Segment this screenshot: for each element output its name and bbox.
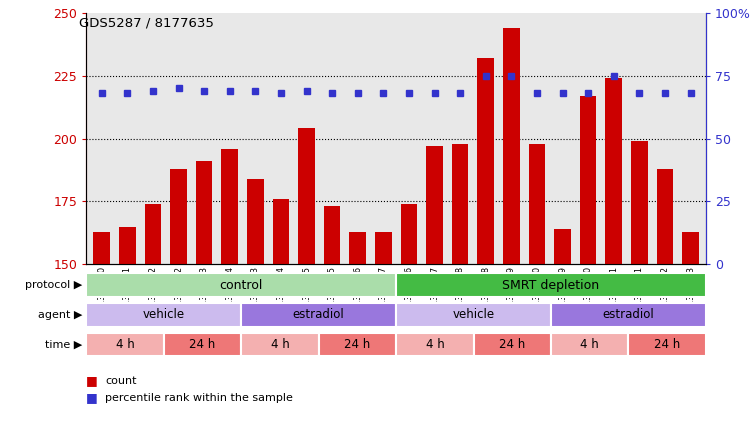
- Bar: [580, 96, 596, 264]
- Bar: [241, 303, 397, 327]
- Bar: [222, 148, 238, 264]
- Text: 4 h: 4 h: [270, 338, 289, 351]
- Bar: [119, 227, 136, 264]
- Bar: [349, 232, 366, 264]
- Bar: [241, 332, 318, 356]
- Bar: [397, 303, 551, 327]
- Bar: [93, 232, 110, 264]
- Bar: [551, 303, 706, 327]
- Bar: [170, 169, 187, 264]
- Text: count: count: [105, 376, 137, 386]
- Text: 4 h: 4 h: [581, 338, 599, 351]
- Bar: [247, 179, 264, 264]
- Text: estradiol: estradiol: [293, 308, 345, 321]
- Bar: [427, 146, 443, 264]
- Bar: [682, 232, 699, 264]
- Bar: [86, 273, 397, 297]
- Text: protocol ▶: protocol ▶: [26, 280, 83, 290]
- Bar: [298, 129, 315, 264]
- Bar: [164, 332, 241, 356]
- Bar: [196, 161, 213, 264]
- Text: SMRT depletion: SMRT depletion: [502, 279, 599, 291]
- Text: 24 h: 24 h: [499, 338, 526, 351]
- Text: 4 h: 4 h: [426, 338, 445, 351]
- Bar: [400, 204, 418, 264]
- Text: 24 h: 24 h: [344, 338, 370, 351]
- Bar: [397, 273, 706, 297]
- Bar: [503, 28, 520, 264]
- Bar: [629, 332, 706, 356]
- Bar: [145, 204, 161, 264]
- Text: estradiol: estradiol: [602, 308, 654, 321]
- Text: 4 h: 4 h: [116, 338, 134, 351]
- Bar: [324, 206, 340, 264]
- Bar: [86, 332, 164, 356]
- Text: percentile rank within the sample: percentile rank within the sample: [105, 393, 293, 403]
- Bar: [397, 332, 474, 356]
- Text: vehicle: vehicle: [143, 308, 185, 321]
- Text: time ▶: time ▶: [45, 339, 83, 349]
- Bar: [551, 332, 629, 356]
- Bar: [375, 232, 392, 264]
- Bar: [452, 143, 469, 264]
- Text: vehicle: vehicle: [453, 308, 495, 321]
- Bar: [318, 332, 397, 356]
- Bar: [474, 332, 551, 356]
- Bar: [605, 78, 622, 264]
- Bar: [529, 143, 545, 264]
- Bar: [631, 141, 647, 264]
- Text: ■: ■: [86, 374, 98, 387]
- Bar: [273, 199, 289, 264]
- Bar: [656, 169, 674, 264]
- Text: 24 h: 24 h: [189, 338, 216, 351]
- Bar: [86, 303, 241, 327]
- Text: ■: ■: [86, 391, 98, 404]
- Bar: [554, 229, 571, 264]
- Text: control: control: [219, 279, 263, 291]
- Text: GDS5287 / 8177635: GDS5287 / 8177635: [79, 17, 214, 30]
- Text: 24 h: 24 h: [654, 338, 680, 351]
- Bar: [478, 58, 494, 264]
- Text: agent ▶: agent ▶: [38, 310, 83, 320]
